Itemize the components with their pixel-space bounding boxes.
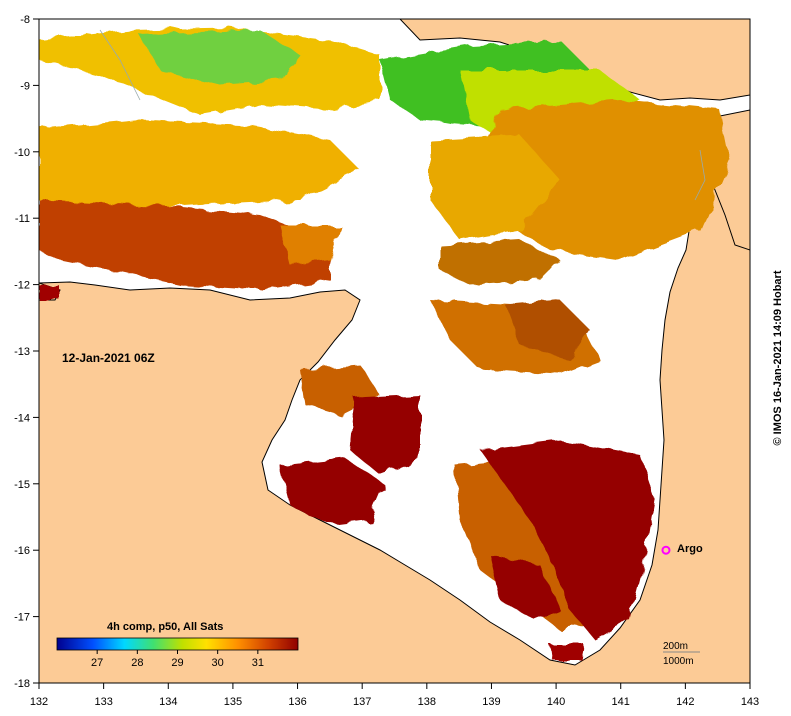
lon-tick-label: 134 [159, 696, 177, 708]
lat-tick-label: -9 [20, 80, 30, 92]
lat-tick-label: -18 [14, 678, 30, 690]
argo-label: Argo [677, 543, 703, 555]
scale-bar: 200m 1000m [663, 641, 700, 667]
lon-tick-label: 135 [224, 696, 242, 708]
lon-tick-label: 132 [30, 696, 48, 708]
credit-text: © IMOS 16-Jan-2021 14:09 Hobart [772, 270, 784, 446]
lat-tick-label: -15 [14, 479, 30, 491]
lat-tick-label: -8 [20, 14, 30, 26]
lon-tick-label: 139 [482, 696, 500, 708]
lat-tick-label: -10 [14, 147, 30, 159]
legend-tick-label: 28 [131, 657, 143, 669]
river-lines [99, 29, 706, 201]
lat-tick-label: -13 [14, 346, 30, 358]
lat-tick-label: -16 [14, 545, 30, 557]
lon-tick-label: 136 [288, 696, 306, 708]
legend-colorbar [56, 637, 299, 651]
date-label: 12-Jan-2021 06Z [62, 351, 155, 365]
lat-tick-label: -11 [15, 213, 30, 225]
scale-label-200m: 200m [663, 641, 688, 652]
lat-tick-label: -17 [14, 612, 30, 624]
latitude-axis: -8 -9 -10 -11 -12 -13 -14 -15 -16 -17 -18 [14, 14, 39, 690]
legend-tick-label: 27 [91, 657, 103, 669]
sst-layer [39, 28, 730, 660]
longitude-axis: 132 133 134 135 136 137 138 139 140 141 142 143 [30, 683, 759, 708]
lat-tick-label: -12 [14, 280, 30, 292]
lon-tick-label: 141 [612, 696, 630, 708]
scale-label-1000m: 1000m [663, 656, 694, 667]
argo-marker[interactable]: Argo [661, 543, 703, 555]
legend-tick-label: 31 [252, 657, 264, 669]
legend-title: 4h comp, p50, All Sats [107, 621, 223, 633]
lon-tick-label: 137 [353, 696, 371, 708]
lon-tick-label: 138 [418, 696, 436, 708]
lon-tick-label: 140 [547, 696, 565, 708]
lon-tick-label: 143 [741, 696, 759, 708]
argo-marker-icon [661, 545, 671, 555]
color-legend: 4h comp, p50, All Sats 27 28 29 30 31 [56, 621, 299, 669]
lat-tick-label: -14 [14, 412, 30, 424]
legend-tick-label: 30 [212, 657, 224, 669]
lon-tick-label: 142 [676, 696, 694, 708]
lon-tick-label: 133 [94, 696, 112, 708]
legend-tick-label: 29 [171, 657, 183, 669]
